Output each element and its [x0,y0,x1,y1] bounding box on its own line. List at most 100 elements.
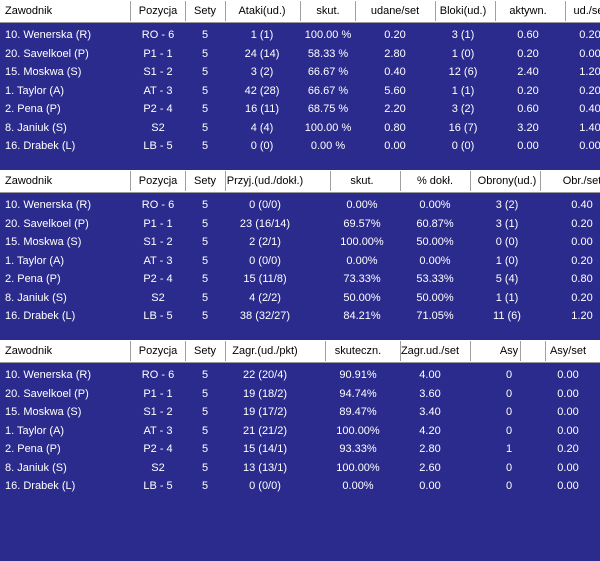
stat-cell: 1 (0) [495,254,519,267]
column-separator [130,171,131,191]
column-separator [300,1,301,21]
column-header: Pozycja [138,175,178,187]
stat-cell: 1 (0) [451,47,475,60]
column-header: udane/set [370,5,420,17]
stat-cell: 38 (32/27) [239,310,291,322]
column-separator [185,341,186,361]
stat-cell: 58.33 % [307,47,349,60]
stat-cell: 13 (13/1) [242,461,288,474]
column-header: Przyj.(ud./dokł.) [226,175,304,187]
stat-cell: 3 (2) [451,103,475,115]
stat-cell: 24 (14) [244,47,280,60]
stat-cell: 94.74% [339,387,377,400]
stat-cell: 21 (21/2) [242,424,288,437]
stat-cell: AT - 3 [143,424,173,437]
stat-cell: S1 - 2 [143,66,173,78]
stat-cell: 0.80 [571,273,593,285]
stat-cell: 69.57% [343,217,381,230]
column-header: Zawodnik [5,5,53,17]
stat-cell: 0.60 [517,29,539,41]
stat-cell: 1 [505,443,513,455]
stat-cell: 0 [505,461,513,474]
stat-cell: 50.00% [343,291,381,304]
stat-cell: 5 [201,140,209,152]
column-separator [540,171,541,191]
stat-cell: RO - 6 [141,199,175,211]
column-separator [185,1,186,21]
stat-cell: 0.00 [557,461,579,474]
column-separator [355,1,356,21]
player-name: 20. Savelkoel (P) [5,387,89,400]
stat-cell: 84.21% [343,310,381,322]
stat-cell: 0 [505,480,513,492]
stat-cell: 5 [201,29,209,41]
stat-cell: 5 [201,66,209,78]
player-name: 20. Savelkoel (P) [5,217,89,230]
player-name: 15. Moskwa (S) [5,66,82,78]
stat-cell: P1 - 1 [143,387,173,400]
player-name: 15. Moskwa (S) [5,236,82,248]
stat-cell: 89.47% [339,406,377,418]
stat-cell: 5 [201,84,209,97]
player-name: 16. Drabek (L) [5,480,76,492]
stat-cell: 0 (0/0) [249,254,281,267]
player-name: 8. Janiuk (S) [5,461,67,474]
stat-cell: 0.00 [557,480,579,492]
player-name: 15. Moskwa (S) [5,406,82,418]
stat-cell: 0.40 [384,66,406,78]
stat-cell: 0.80 [384,121,406,134]
column-separator [495,1,496,21]
stat-cell: 60.87% [416,217,454,230]
stat-cell: 0.20 [571,254,593,267]
stat-cell: 5 [201,480,209,492]
column-separator [545,341,546,361]
stat-cell: 3 (2) [495,199,519,211]
stat-cell: 0.20 [571,217,593,230]
stat-cell: 5 (4) [495,273,519,285]
stat-cell: 0.00 [557,387,579,400]
player-name: 1. Taylor (A) [5,84,65,97]
stat-cell: 71.05% [416,310,454,322]
stat-cell: 0.00 [579,47,600,60]
stat-cell: 2.40 [517,66,539,78]
stat-cell: 5 [201,254,209,267]
column-header: % dokł. [416,175,454,187]
column-separator [520,341,521,361]
stat-cell: 5 [201,47,209,60]
player-name: 20. Savelkoel (P) [5,47,89,60]
stat-cell: 73.33% [343,273,381,285]
column-header: Zawodnik [5,345,53,357]
stat-cell: 0.20 [571,291,593,304]
stat-cell: 5 [201,461,209,474]
stat-cell: P2 - 4 [143,273,173,285]
player-name: 8. Janiuk (S) [5,121,67,134]
column-separator [225,341,226,361]
column-header: Pozycja [138,345,178,357]
column-separator [470,341,471,361]
stat-cell: S2 [151,461,165,474]
column-header: Asy [499,345,519,357]
stat-cell: 4.00 [419,369,441,381]
stat-cell: 5 [201,199,209,211]
stat-cell: 93.33% [339,443,377,455]
stat-cell: 16 (11) [244,103,280,115]
stat-cell: P2 - 4 [143,443,173,455]
column-header: Zawodnik [5,175,53,187]
stat-cell: 0.00 [419,480,441,492]
stat-cell: 5 [201,369,209,381]
player-name: 1. Taylor (A) [5,424,65,437]
stat-cell: 15 (11/8) [243,273,287,285]
stat-cell: 0 (0) [495,236,519,248]
stat-cell: 90.91% [339,369,377,381]
column-separator [470,171,471,191]
stat-cell: 0 (0/0) [249,480,281,492]
stat-cell: 0 [505,406,513,418]
stat-cell: 3.20 [517,121,539,134]
stat-cell: LB - 5 [143,140,173,152]
stat-cell: 0.20 [517,47,539,60]
stat-cell: 0.40 [579,103,600,115]
stat-cell: P1 - 1 [143,47,173,60]
stat-cell: 2.80 [384,47,406,60]
stat-cell: P1 - 1 [143,217,173,230]
stat-cell: 0.00% [346,199,378,211]
